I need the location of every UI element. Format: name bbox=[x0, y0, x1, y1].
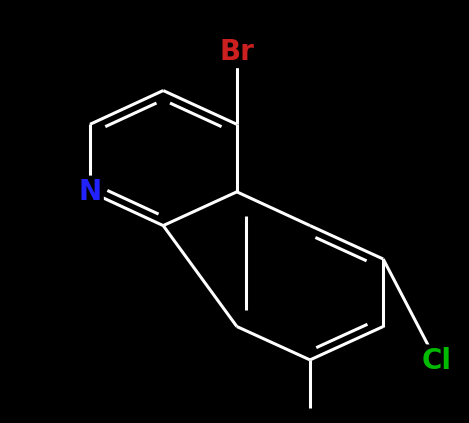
Text: Br: Br bbox=[219, 38, 254, 66]
Text: N: N bbox=[78, 178, 102, 206]
Text: Cl: Cl bbox=[421, 347, 451, 375]
